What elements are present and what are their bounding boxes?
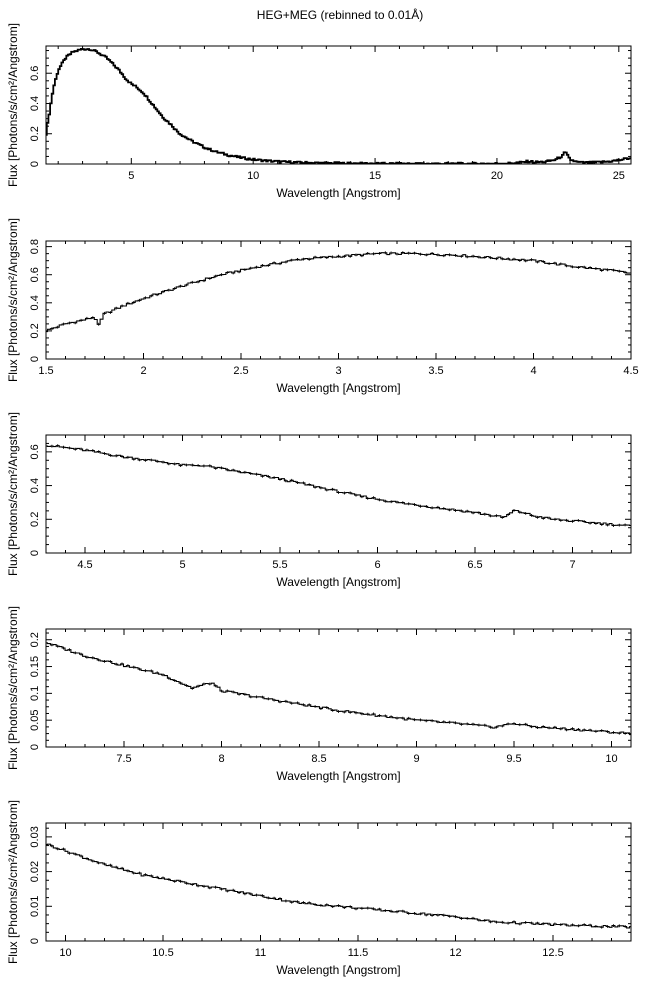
chart-panel-5: 10 10.5 11 11.5 12 12.5 0 0.01 0.02 0.03 Wavelengt… [6, 800, 632, 977]
y-tick-label: 0.8 [29, 239, 41, 254]
x-tick-label: 10 [605, 753, 617, 765]
x-tick-label: 12 [449, 947, 461, 959]
y-tick-label: 0.2 [29, 632, 41, 647]
x-tick-label: 20 [491, 170, 503, 182]
y-tick-label: 0.4 [29, 478, 41, 493]
y-axis-label: Flux [Photons/s/cm²/Angstrom] [6, 606, 20, 770]
error-bars [46, 843, 631, 929]
y-tick-label: 0 [29, 938, 41, 944]
y-tick-label: 0 [29, 550, 41, 556]
y-tick-label: 0.2 [29, 126, 41, 141]
x-tick-label: 7.5 [116, 753, 131, 765]
x-tick-label: 5.5 [272, 559, 287, 571]
x-tick-label: 8.5 [311, 753, 326, 765]
plot-frame [45, 240, 632, 360]
y-tick-label: 0 [29, 356, 41, 362]
x-tick-label: 3.5 [428, 365, 443, 377]
plot-frame [45, 434, 632, 554]
x-tick-label: 10 [59, 947, 71, 959]
plot-frame [45, 45, 632, 165]
error-bars [46, 444, 631, 527]
x-tick-label: 6 [374, 559, 380, 571]
chart-panel-4: 7.5 8 8.5 9 9.5 10 0 0.05 0.1 0.15 0.2 Wavelength [… [6, 606, 632, 783]
x-tick-label: 4 [530, 365, 536, 377]
data-series-line [46, 843, 631, 929]
y-tick-label: 0.02 [29, 861, 41, 882]
x-tick-label: 5 [128, 170, 134, 182]
x-tick-label: 2.5 [233, 365, 248, 377]
y-tick-label: 0 [29, 161, 41, 167]
x-tick-label: 9 [413, 753, 419, 765]
x-tick-label: 4.5 [77, 559, 92, 571]
error-bars [46, 251, 631, 333]
x-tick-label: 4.5 [623, 365, 638, 377]
y-tick-label: 0.6 [29, 66, 41, 81]
x-axis-label: Wavelength [Angstrom] [276, 575, 400, 589]
y-axis-label: Flux [Photons/s/cm²/Angstrom] [6, 218, 20, 382]
x-tick-label: 10.5 [152, 947, 173, 959]
x-tick-label: 3 [335, 365, 341, 377]
data-series-line [46, 445, 631, 527]
y-tick-label: 0.03 [29, 826, 41, 847]
y-axis-label: Flux [Photons/s/cm²/Angstrom] [6, 412, 20, 576]
figure-title: HEG+MEG (rebinned to 0.01Å) [256, 8, 424, 22]
y-tick-label: 0.4 [29, 96, 41, 111]
data-series-line [46, 642, 631, 736]
y-axis-label: Flux [Photons/s/cm²/Angstrom] [6, 23, 20, 187]
y-tick-label: 0.6 [29, 267, 41, 282]
x-tick-label: 1.5 [38, 365, 53, 377]
x-tick-label: 25 [613, 170, 625, 182]
x-tick-label: 5 [179, 559, 185, 571]
x-tick-label: 2 [140, 365, 146, 377]
x-axis-label: Wavelength [Angstrom] [276, 381, 400, 395]
chart-panel-1: 5 10 15 20 25 0 0.2 0.4 0.6 Wavelength [Angstrom]… [6, 23, 632, 200]
y-tick-label: 0.4 [29, 295, 41, 310]
x-tick-label: 9.5 [506, 753, 521, 765]
x-axis-label: Wavelength [Angstrom] [276, 186, 400, 200]
x-tick-label: 7 [569, 559, 575, 571]
plot-frame [45, 628, 632, 748]
x-tick-label: 10 [247, 170, 259, 182]
y-tick-label: 0.15 [29, 656, 41, 677]
x-tick-label: 15 [369, 170, 381, 182]
y-tick-label: 0.2 [29, 512, 41, 527]
x-tick-label: 8 [218, 753, 224, 765]
chart-panel-2: 1.5 2 2.5 3 3.5 4 4.5 0 0.2 0.4 0.6 0.8 Wavelength [… [6, 218, 639, 395]
error-bars [46, 641, 631, 736]
y-tick-label: 0.01 [29, 896, 41, 917]
y-tick-label: 0 [29, 744, 41, 750]
y-tick-label: 0.1 [29, 686, 41, 701]
y-tick-label: 0.2 [29, 323, 41, 338]
x-tick-label: 6.5 [467, 559, 482, 571]
x-axis-label: Wavelength [Angstrom] [276, 769, 400, 783]
x-axis-label: Wavelength [Angstrom] [276, 963, 400, 977]
data-series-line [46, 252, 631, 333]
x-tick-label: 12.5 [542, 947, 563, 959]
y-tick-label: 0.6 [29, 444, 41, 459]
chart-panel-3: 4.5 5 5.5 6 6.5 7 0 0.2 0.4 0.6 Wavelength [Angstr… [6, 412, 632, 589]
data-series-line [46, 48, 631, 164]
y-tick-label: 0.05 [29, 709, 41, 730]
y-axis-label: Flux [Photons/s/cm²/Angstrom] [6, 800, 20, 964]
x-tick-label: 11.5 [348, 947, 369, 959]
x-tick-label: 11 [255, 947, 266, 959]
